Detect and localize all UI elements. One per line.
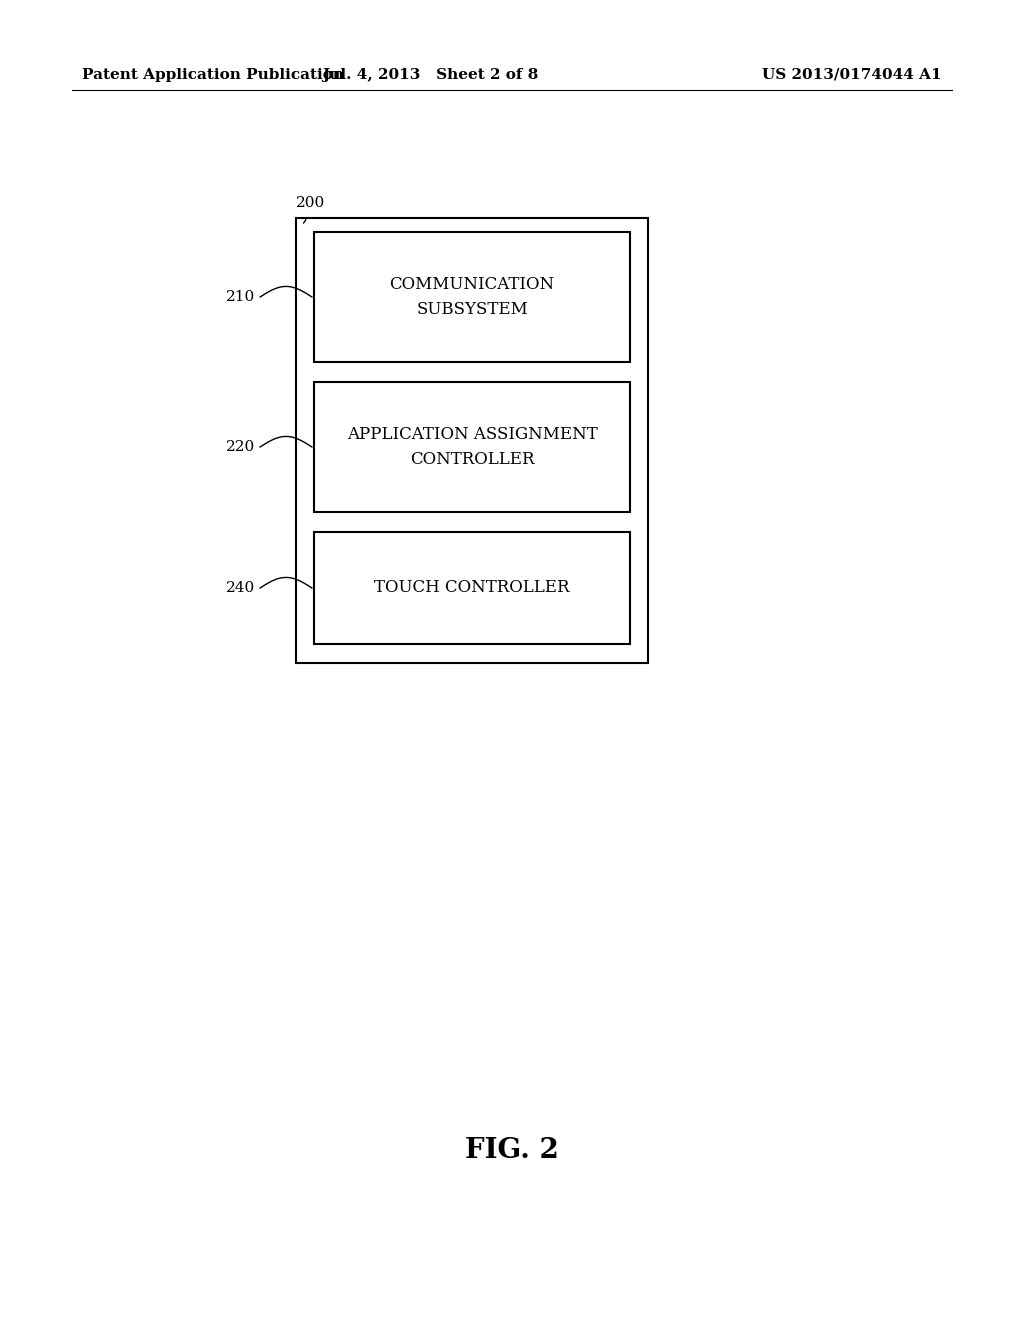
Text: 200: 200 <box>296 195 326 210</box>
Text: APPLICATION ASSIGNMENT
CONTROLLER: APPLICATION ASSIGNMENT CONTROLLER <box>347 426 597 467</box>
Bar <box>314 381 630 512</box>
Text: Patent Application Publication: Patent Application Publication <box>82 69 344 82</box>
Text: COMMUNICATION
SUBSYSTEM: COMMUNICATION SUBSYSTEM <box>389 276 555 318</box>
Text: 220: 220 <box>225 440 255 454</box>
Text: 210: 210 <box>225 290 255 304</box>
Text: US 2013/0174044 A1: US 2013/0174044 A1 <box>763 69 942 82</box>
Text: 240: 240 <box>225 581 255 595</box>
Bar <box>296 218 648 663</box>
Bar <box>314 532 630 644</box>
Text: Jul. 4, 2013   Sheet 2 of 8: Jul. 4, 2013 Sheet 2 of 8 <box>322 69 539 82</box>
Text: TOUCH CONTROLLER: TOUCH CONTROLLER <box>374 579 569 597</box>
Text: FIG. 2: FIG. 2 <box>465 1137 559 1163</box>
Bar <box>314 232 630 362</box>
